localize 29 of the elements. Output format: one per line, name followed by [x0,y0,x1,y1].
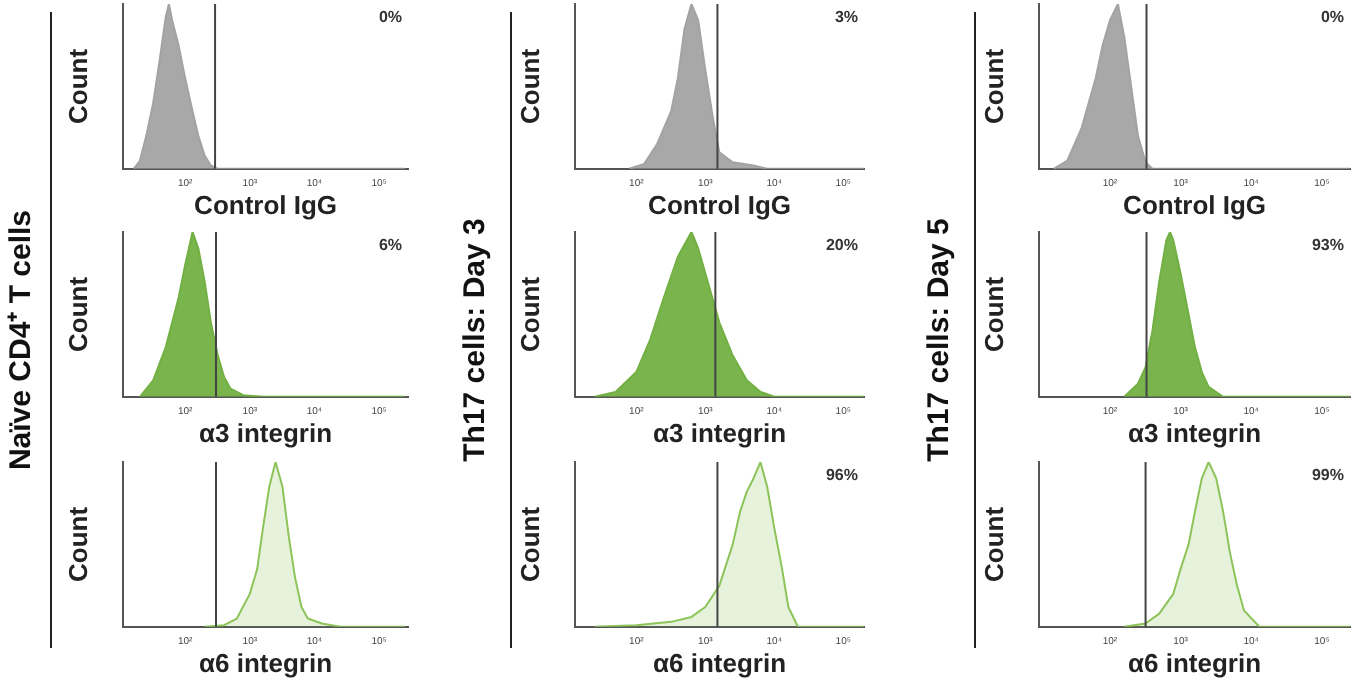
y-axis-title: Count [514,275,545,352]
x-axis-title: α3 integrin [199,417,333,448]
annotation: 93% [1311,236,1344,255]
x-axis-title: α6 integrin [1128,647,1262,678]
annotation: 96% [825,466,858,485]
y-axis-title: Count [514,47,545,124]
y-axis-title: Count [978,275,1009,352]
y-axis-title: Count [62,47,93,124]
text: Naïve CD4⁺ T cells [2,207,40,475]
x-axis-title: Control IgG [194,189,338,220]
x-axis-title: Control IgG [1123,189,1267,220]
annotation: 20% [825,236,858,255]
x-axis-title: α3 integrin [1128,417,1262,448]
y-axis-title: Count [62,275,93,352]
x-axis-title: α6 integrin [199,647,333,678]
text: Th17 cells: Day 3 [458,216,494,466]
annotation: 0% [1320,8,1344,27]
annotation: 0% [378,8,402,27]
y-axis-title: Count [978,505,1009,582]
y-axis-title: Count [514,505,545,582]
y-axis-title: Count [62,505,93,582]
annotation: 6% [378,236,402,255]
text: Th17 cells: Day 5 [922,216,958,466]
annotation: 3% [834,8,858,27]
x-axis-title: α6 integrin [653,647,787,678]
annotation: 99% [1311,466,1344,485]
x-axis-title: α3 integrin [653,417,787,448]
x-axis-title: Control IgG [648,189,792,220]
y-axis-title: Count [978,47,1009,124]
